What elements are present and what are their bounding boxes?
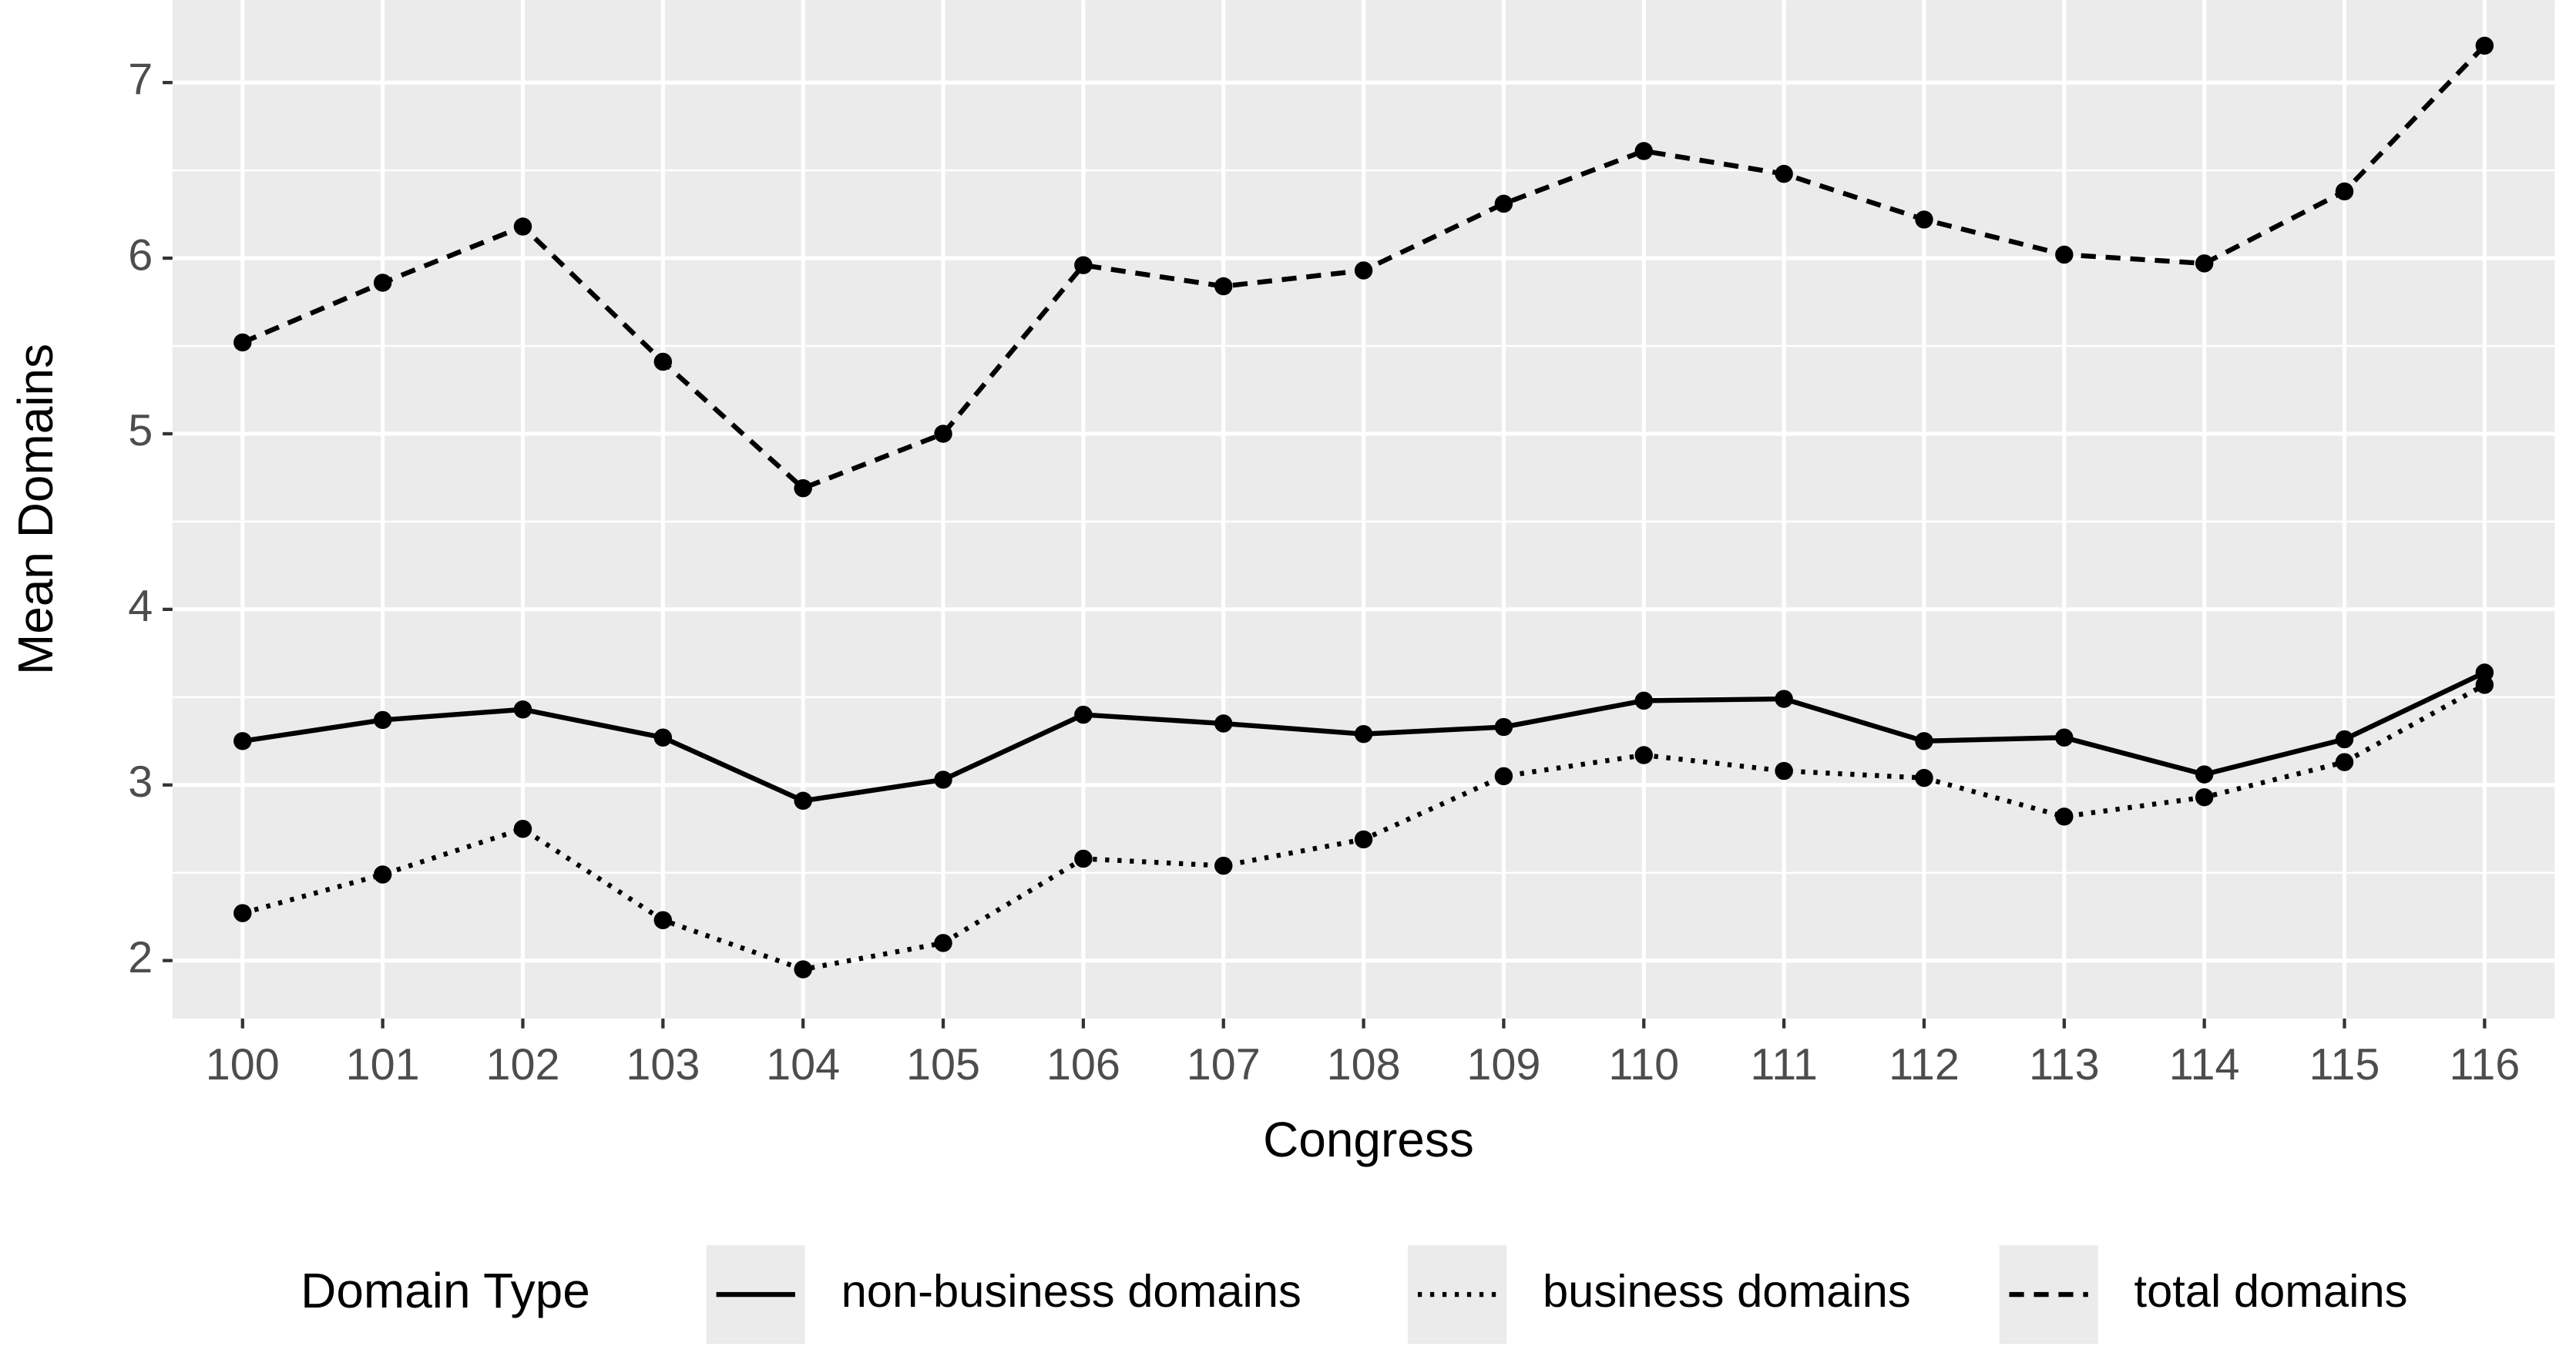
point [794, 791, 812, 811]
point [233, 732, 252, 750]
point [373, 710, 392, 730]
y-tick-label: 2 [128, 933, 153, 982]
point [373, 865, 392, 884]
point [1915, 768, 1933, 787]
point [1634, 142, 1653, 160]
x-tick-label: 113 [2029, 1040, 2100, 1089]
x-tick-label: 109 [1466, 1040, 1540, 1089]
point [233, 333, 252, 352]
point [513, 820, 532, 838]
x-tick-label: 112 [1889, 1040, 1960, 1089]
point [1634, 746, 1653, 764]
point [1354, 261, 1373, 280]
point [2335, 182, 2354, 201]
point [1074, 256, 1093, 274]
y-tick-label: 4 [128, 582, 153, 631]
point [1494, 194, 1513, 213]
x-tick-label: 104 [766, 1040, 840, 1089]
point [1494, 767, 1513, 786]
point [2475, 676, 2494, 694]
point [513, 217, 532, 236]
point [1634, 691, 1653, 710]
x-tick-label: 101 [346, 1040, 420, 1089]
point [2195, 254, 2214, 273]
x-tick-label: 114 [2169, 1040, 2240, 1089]
point [1214, 277, 1233, 296]
y-axis-title: Mean Domains [8, 344, 63, 675]
point [2195, 765, 2214, 784]
point [794, 478, 812, 498]
point [934, 425, 952, 443]
point [2055, 807, 2074, 826]
point [373, 274, 392, 292]
point [1915, 732, 1933, 750]
point [1074, 849, 1093, 868]
point [233, 904, 252, 922]
point [1074, 705, 1093, 724]
x-tick-label: 102 [485, 1040, 559, 1089]
legend: Domain Type non-business domains business… [301, 1245, 2408, 1345]
x-tick-label: 105 [906, 1040, 980, 1089]
x-tick-label: 106 [1046, 1040, 1120, 1089]
y-tick-label: 6 [128, 230, 153, 280]
point [1354, 830, 1373, 849]
point [513, 700, 532, 719]
y-tick-label: 3 [128, 757, 153, 807]
x-tick-label: 111 [1750, 1040, 1817, 1089]
point [2195, 787, 2214, 807]
x-tick-label: 115 [2309, 1040, 2380, 1089]
point [1775, 690, 1793, 708]
point [1214, 714, 1233, 733]
point [1775, 164, 1793, 183]
point [2335, 753, 2354, 771]
point [2055, 245, 2074, 264]
x-tick-label: 108 [1327, 1040, 1401, 1089]
point [1915, 210, 1933, 229]
x-tick-label: 107 [1187, 1040, 1261, 1089]
y-tick-label: 7 [128, 55, 153, 104]
marks [233, 36, 2494, 979]
y-tick-label: 5 [128, 406, 153, 455]
x-tick-label: 103 [626, 1040, 700, 1089]
point [2055, 728, 2074, 747]
point [1354, 724, 1373, 744]
x-tick-label: 110 [1608, 1040, 1679, 1089]
point [934, 771, 952, 789]
point [2475, 36, 2494, 55]
x-tick-label: 116 [2449, 1040, 2520, 1089]
point [653, 911, 673, 929]
legend-label: business domains [1543, 1265, 1911, 1317]
x-tick-label: 100 [206, 1040, 280, 1089]
legend-label: non-business domains [841, 1265, 1301, 1317]
point [1494, 717, 1513, 737]
legend-label: total domains [2134, 1265, 2407, 1317]
point [934, 934, 952, 952]
point [1775, 761, 1793, 781]
point [2335, 730, 2354, 749]
point [794, 960, 812, 979]
x-axis-title: Congress [1263, 1112, 1474, 1167]
point [1214, 856, 1233, 875]
point [653, 352, 673, 371]
legend-title: Domain Type [301, 1263, 590, 1318]
point [653, 728, 673, 747]
